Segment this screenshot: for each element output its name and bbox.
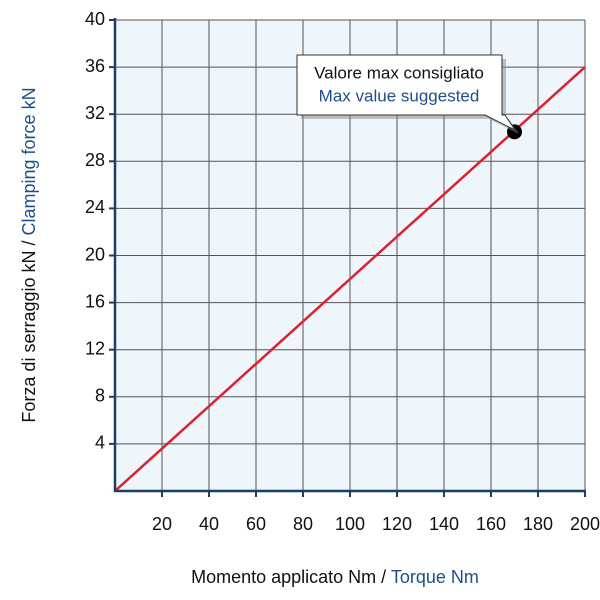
y-tick-label: 12 [85,338,105,358]
x-label-translation: Torque Nm [391,567,479,587]
annotation-translation: Max value suggested [319,86,480,105]
y-tick-label: 28 [85,150,105,170]
y-label-translation: Clamping force kN [19,87,39,235]
x-tick-label: 60 [246,514,266,534]
y-tick-label: 4 [95,433,105,453]
y-tick-label: 40 [85,9,105,29]
y-tick-label: 32 [85,103,105,123]
callout [296,54,517,132]
y-label-main: Forza di serraggio kN / [19,241,39,423]
y-tick-label: 16 [85,291,105,311]
x-tick-label: 40 [199,514,219,534]
x-label-main: Momento applicato Nm / [191,567,386,587]
x-tick-label: 160 [476,514,506,534]
line [114,66,586,492]
x-tick-label: 140 [429,514,459,534]
y-axis-label: Forza di serraggio kN / Clamping force k… [19,87,39,422]
x-tick-label: 80 [293,514,313,534]
y-tick-label: 24 [85,197,105,217]
x-tick-label: 180 [523,514,553,534]
x-axis-label: Momento applicato Nm / Torque Nm [191,567,479,587]
y-tick-label: 8 [95,386,105,406]
x-tick-label: 120 [382,514,412,534]
x-tick-label: 20 [152,514,172,534]
x-tick-label: 200 [570,514,600,534]
annotation-main: Valore max consigliato [314,63,484,82]
y-tick-label: 20 [85,244,105,264]
x-tick-label: 100 [335,514,365,534]
y-tick-label: 36 [85,56,105,76]
